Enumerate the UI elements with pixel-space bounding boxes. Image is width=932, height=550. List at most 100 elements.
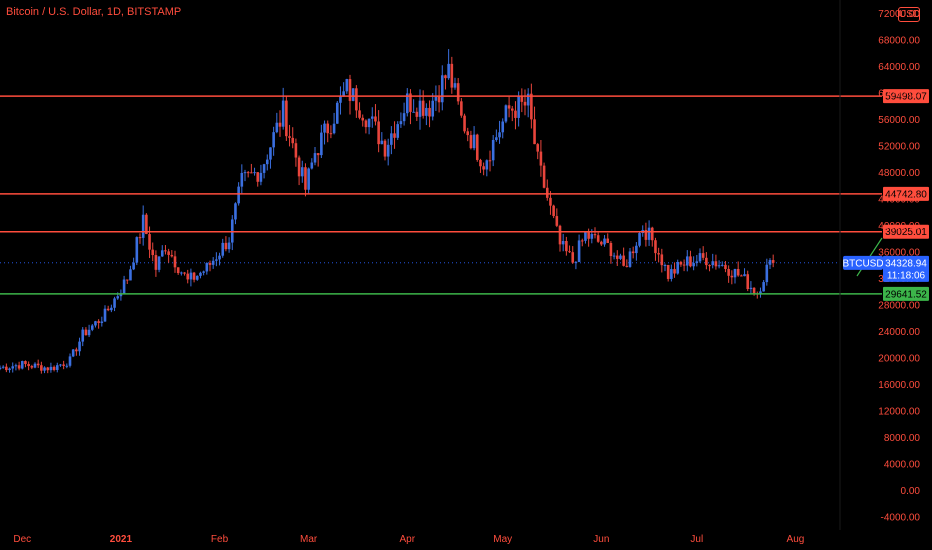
candle-body — [701, 253, 705, 258]
candle-body — [183, 272, 186, 274]
candle-body — [727, 268, 730, 276]
candle-body — [498, 132, 501, 138]
candle-body — [167, 251, 170, 255]
y-tick-label: 72000.00 — [878, 9, 920, 20]
symbol-label: BTCUSD — [842, 258, 883, 269]
candle-body — [281, 100, 285, 127]
candle-body — [237, 186, 240, 204]
candle-body — [221, 242, 225, 256]
y-tick-label: 68000.00 — [878, 35, 920, 46]
y-tick-label: 4000.00 — [884, 459, 921, 470]
candle-body — [730, 275, 734, 278]
candle-body — [472, 134, 476, 149]
candle-body — [685, 256, 689, 266]
candle-body — [393, 133, 396, 138]
candle-body — [689, 256, 692, 267]
time-axis[interactable]: Dec 2021 Feb Mar Apr May Jun Jul Aug — [13, 534, 804, 545]
candle-body — [125, 279, 129, 281]
candle-body — [103, 308, 107, 322]
y-tick-label: 44000.00 — [878, 194, 920, 205]
candle-body — [596, 235, 600, 242]
candle-body — [160, 250, 164, 257]
candle-body — [377, 121, 380, 145]
candle-body — [269, 147, 272, 160]
x-tick-label: Apr — [399, 534, 415, 545]
candle-body — [97, 321, 100, 323]
y-tick-label: 64000.00 — [878, 62, 920, 73]
candle-body — [466, 131, 470, 136]
candle-body — [705, 257, 708, 266]
candle-body — [291, 137, 295, 144]
candle-body — [491, 139, 495, 161]
y-tick-label: -4000.00 — [881, 512, 921, 523]
candle-body — [49, 366, 53, 371]
y-tick-label: 24000.00 — [878, 327, 920, 338]
candle-body — [122, 279, 126, 294]
candle-body — [234, 203, 237, 220]
candle-body — [100, 321, 104, 323]
candle-body — [666, 265, 670, 279]
candle-body — [650, 227, 654, 241]
candle-body — [510, 108, 514, 111]
candle-body — [447, 63, 450, 79]
support-level-value: 29641.52 — [885, 289, 927, 300]
candle-body — [612, 255, 616, 257]
candle-body — [631, 251, 635, 254]
candle-body — [657, 253, 660, 255]
candle-body — [771, 260, 775, 263]
candle-body — [195, 275, 199, 280]
currency-button[interactable]: USD — [898, 7, 921, 22]
candle-body — [460, 101, 463, 116]
y-tick-label: 52000.00 — [878, 141, 920, 152]
chart-title: Bitcoin / U.S. Dollar, 1D, BITSTAMP — [6, 6, 182, 18]
candle-body — [208, 263, 212, 265]
candle-body — [622, 255, 625, 266]
candle-body — [412, 111, 415, 113]
candle-body — [619, 255, 622, 259]
candle-body — [132, 262, 135, 270]
candle-body — [574, 262, 578, 264]
resistance-level-tag — [883, 89, 929, 104]
price-axis[interactable]: 72000.00 68000.00 64000.00 60000.00 56000.00… — [878, 9, 920, 524]
candle-body — [46, 367, 50, 371]
y-tick-label: 48000.00 — [878, 168, 920, 179]
candle-body — [386, 144, 390, 157]
candle-body — [762, 282, 765, 292]
candle-body — [437, 96, 441, 103]
candle-body — [304, 167, 307, 190]
candle-body — [571, 252, 575, 263]
candle-body — [635, 245, 638, 254]
candle-body — [339, 96, 342, 103]
candle-body — [36, 363, 40, 366]
candle-body — [561, 241, 565, 245]
candle-body — [682, 264, 686, 266]
candle-body — [717, 265, 721, 267]
candle-body — [358, 110, 361, 118]
candle-body — [660, 254, 664, 266]
resistance-level-value: 39025.01 — [885, 227, 927, 238]
candle-body — [440, 75, 444, 103]
candle-body — [698, 253, 702, 262]
candle-body — [552, 205, 555, 217]
candle-body — [313, 153, 317, 163]
candle-body — [33, 363, 37, 368]
candle-body — [17, 365, 21, 369]
candle-body — [673, 269, 676, 274]
candle-body — [603, 238, 606, 245]
candle-body — [243, 172, 247, 174]
horizontal-levels[interactable]: 59498.07 44742.80 39025.01 29641.52 — [0, 89, 929, 301]
candle-body — [374, 116, 377, 122]
candle-body — [52, 366, 56, 370]
candle-body — [62, 364, 65, 366]
candle-body — [456, 83, 460, 102]
y-tick-label: 28000.00 — [878, 300, 920, 311]
candle-body — [609, 243, 613, 257]
candle-body — [555, 216, 559, 226]
candle-body — [536, 144, 540, 152]
candle-body — [625, 265, 629, 267]
candle-body — [180, 272, 183, 274]
candle-body — [11, 366, 15, 369]
candlestick-series — [0, 49, 775, 374]
candle-body — [170, 254, 174, 257]
